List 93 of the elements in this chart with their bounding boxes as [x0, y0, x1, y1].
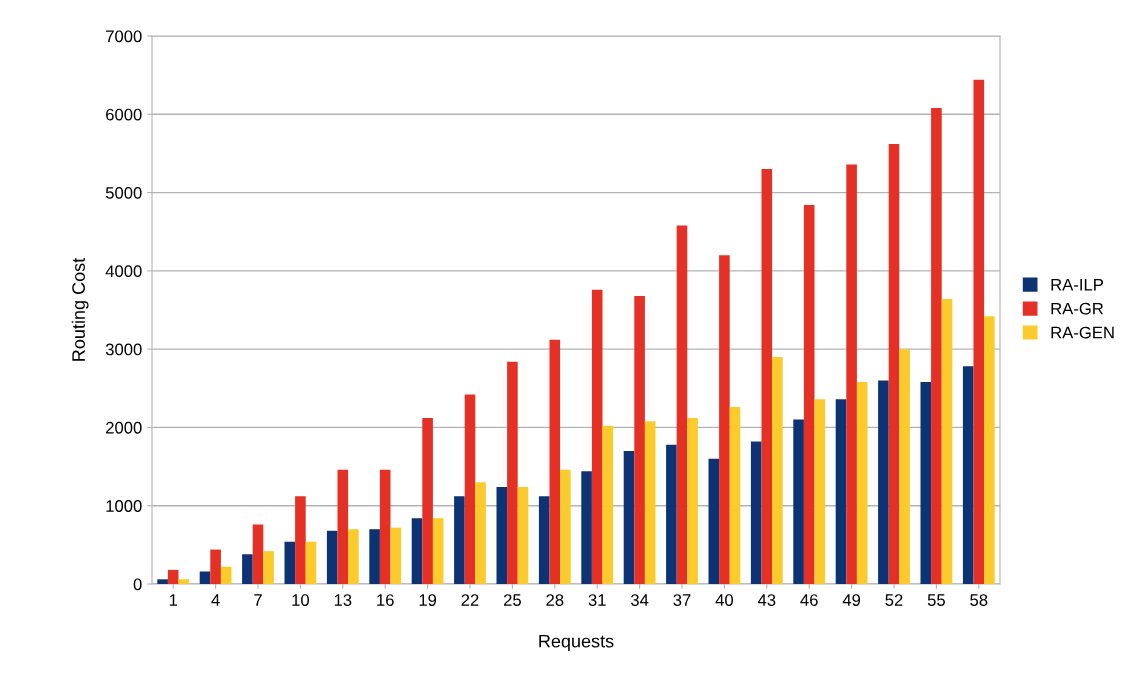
y-tick-label: 4000 — [105, 265, 142, 278]
bar — [284, 541, 296, 584]
bar — [220, 566, 232, 584]
bar — [856, 382, 868, 584]
legend-label: RA-ILP — [1051, 278, 1103, 291]
bar — [878, 380, 889, 584]
bar — [634, 295, 645, 584]
bar — [591, 289, 603, 584]
bar — [422, 418, 433, 584]
bar — [676, 225, 688, 584]
bar — [941, 299, 953, 584]
bar — [835, 399, 847, 584]
bar — [549, 339, 561, 584]
bar — [803, 205, 815, 584]
bar — [708, 458, 720, 584]
y-tick-label: 6000 — [106, 108, 142, 121]
bar — [369, 529, 380, 584]
bar — [252, 524, 264, 584]
bar — [464, 394, 476, 584]
x-tick-label: 37 — [673, 594, 691, 606]
x-axis-title: Requests — [539, 634, 614, 652]
x-tick-label: 49 — [842, 594, 861, 606]
bar — [920, 382, 932, 584]
bar — [379, 469, 391, 584]
bar — [305, 541, 317, 584]
bar — [931, 108, 942, 584]
x-tick-label: 4 — [211, 594, 220, 606]
x-tick-label: 16 — [377, 594, 394, 606]
bar — [729, 407, 741, 584]
legend-label: RA-GEN — [1051, 326, 1114, 339]
bar — [793, 419, 804, 584]
x-tick-label: 52 — [885, 594, 903, 606]
y-tick-label: 1000 — [106, 500, 142, 512]
bar — [761, 169, 773, 584]
x-tick-label: 28 — [546, 594, 564, 606]
y-axis-title: Routing Cost — [71, 257, 89, 361]
y-tick-label: 3000 — [105, 343, 142, 356]
bar — [454, 496, 465, 584]
bar — [888, 144, 900, 584]
bar — [178, 579, 190, 584]
x-tick-label: 55 — [927, 594, 945, 606]
x-tick-label: 25 — [503, 594, 521, 606]
bar — [475, 482, 486, 584]
x-tick-label: 19 — [419, 594, 437, 606]
bar — [263, 551, 274, 584]
legend-label: RA-GR — [1051, 302, 1104, 315]
bar — [496, 486, 508, 584]
bar — [750, 441, 762, 584]
x-tick-label: 7 — [254, 594, 262, 606]
x-tick-label: 40 — [715, 594, 734, 606]
bar — [337, 469, 349, 584]
bar — [295, 496, 306, 584]
bar — [390, 527, 402, 584]
bar — [602, 425, 614, 584]
bar — [242, 554, 253, 584]
y-tick-label: 7000 — [106, 30, 142, 43]
bar — [623, 450, 635, 584]
x-tick-label: 58 — [970, 594, 988, 606]
x-tick-label: 10 — [292, 594, 310, 606]
bar — [210, 549, 221, 584]
bar — [348, 529, 359, 584]
bar — [973, 79, 985, 584]
bar — [507, 361, 518, 584]
x-tick-label: 43 — [757, 594, 776, 606]
bar — [666, 444, 677, 584]
bar — [560, 469, 571, 584]
bar — [157, 579, 168, 584]
bar — [687, 418, 698, 584]
bar — [644, 421, 656, 584]
x-tick-label: 22 — [461, 594, 479, 606]
bar — [846, 164, 857, 584]
x-tick-label: 13 — [334, 594, 352, 606]
bar — [517, 486, 529, 584]
bar — [899, 349, 910, 584]
bar — [326, 530, 338, 584]
bar — [538, 496, 550, 584]
bar — [962, 366, 974, 584]
bar — [719, 255, 730, 584]
x-tick-label: 46 — [800, 594, 818, 606]
bar — [411, 518, 423, 584]
bar — [167, 569, 179, 584]
y-tick-label: 2000 — [106, 421, 142, 434]
x-tick-label: 31 — [588, 594, 606, 606]
y-tick-label: 0 — [133, 578, 142, 591]
x-tick-label: 34 — [630, 594, 649, 606]
bar — [772, 356, 783, 584]
x-tick-label: 1 — [169, 594, 178, 606]
bar — [199, 571, 211, 584]
bar — [814, 399, 826, 584]
y-tick-label: 5000 — [105, 186, 142, 199]
bar — [432, 518, 444, 584]
bar — [984, 316, 995, 584]
bar — [581, 471, 592, 584]
